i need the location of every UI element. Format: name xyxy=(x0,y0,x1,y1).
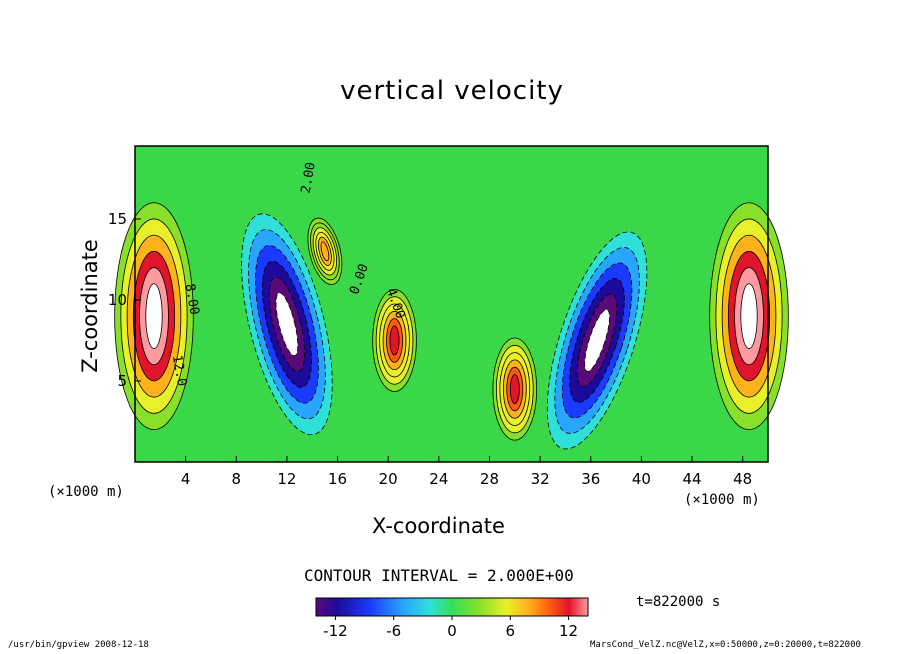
contour-label: 8.00 xyxy=(182,283,202,316)
x-tick-label: 16 xyxy=(328,470,347,488)
x-tick-label: 40 xyxy=(632,470,651,488)
colorbar-tick-label: 0 xyxy=(447,622,457,640)
colorbar-tick-label: 12 xyxy=(559,622,578,640)
footer-left: /usr/bin/gpview 2008-12-18 xyxy=(8,640,149,650)
x-tick-label: 44 xyxy=(682,470,701,488)
contour-region xyxy=(584,309,610,372)
x-axis: 4 8 12 16 20 24 28 32 36 40 44 48 xyxy=(181,456,752,488)
x-unit-label: (×1000 m) xyxy=(684,492,760,508)
plot-frame xyxy=(134,145,769,463)
x-axis-label: X-coordinate xyxy=(372,514,505,538)
field-layer xyxy=(114,202,789,450)
time-label: t=822000 s xyxy=(636,594,721,610)
contour-region xyxy=(145,283,163,349)
x-tick-label: 28 xyxy=(480,470,499,488)
colorbar xyxy=(315,597,589,617)
contour-region xyxy=(509,374,520,405)
colorbar-tick-label: -6 xyxy=(386,622,401,640)
x-tick-label: 8 xyxy=(232,470,242,488)
z-unit-label: (×1000 m) xyxy=(48,484,124,500)
x-tick-label: 24 xyxy=(429,470,448,488)
y-tick-label: 15 xyxy=(108,210,127,228)
colorbar-tick-label: 6 xyxy=(506,622,516,640)
contour-region xyxy=(740,283,758,349)
x-tick-label: 20 xyxy=(379,470,398,488)
y-tick-label: 10 xyxy=(108,291,127,309)
x-tick-label: 32 xyxy=(531,470,550,488)
contour-label: 12.0 xyxy=(169,354,189,387)
footer-right: MarsCond_VelZ.nc@VelZ,x=0:50000,z=0:2000… xyxy=(590,640,861,650)
x-tick-label: 36 xyxy=(581,470,600,488)
y-axis-label: Z-coordinate xyxy=(78,239,102,373)
y-axis: 5 10 15 xyxy=(108,210,141,390)
contour-region xyxy=(275,292,299,357)
contour-region xyxy=(320,241,330,262)
x-tick-label: 48 xyxy=(733,470,752,488)
colorbar-ticks: -12 -6 0 6 12 xyxy=(323,616,578,640)
y-tick-label: 5 xyxy=(117,372,127,390)
chart-title: vertical velocity xyxy=(340,76,564,106)
contour-label: 2.00 xyxy=(299,161,319,194)
x-tick-label: 4 xyxy=(181,470,191,488)
contour-interval-label: CONTOUR INTERVAL = 2.000E+00 xyxy=(304,566,574,585)
x-tick-label: 12 xyxy=(277,470,296,488)
contour-region xyxy=(389,325,400,356)
plot-area xyxy=(135,146,768,462)
colorbar-tick-label: -12 xyxy=(323,622,348,640)
